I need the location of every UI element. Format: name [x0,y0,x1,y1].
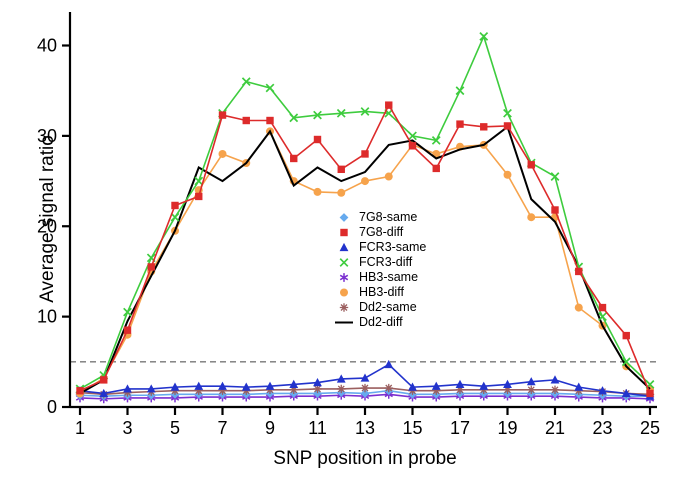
svg-text:9: 9 [265,418,275,438]
legend-label: 7G8-diff [359,225,404,239]
svg-text:3: 3 [122,418,132,438]
legend-item-7G8-same: 7G8-same [334,210,426,224]
svg-text:19: 19 [497,418,517,438]
svg-text:25: 25 [640,418,660,438]
svg-text:23: 23 [592,418,612,438]
series-FCR3-same [75,359,655,400]
legend-item-FCR3-diff: FCR3-diff [334,255,426,269]
legend-marker-icon [335,321,353,323]
legend-item-HB3-diff: HB3-diff [334,285,426,299]
legend-label: FCR3-diff [359,255,413,269]
series-Dd2-diff [79,125,651,395]
legend: 7G8-same 7G8-diff FCR3-same FCR3-diff HB3-sa… [334,210,426,329]
legend-label: FCR3-same [359,240,427,254]
series-7G8-diff [76,101,654,398]
legend-marker-icon [339,242,349,251]
legend-label: HB3-same [359,270,419,284]
legend-item-FCR3-same: FCR3-same [334,240,426,254]
svg-text:0: 0 [47,397,57,417]
x-axis-label: SNP position in probe [273,448,457,469]
svg-text:1: 1 [75,418,85,438]
svg-text:17: 17 [450,418,470,438]
svg-text:13: 13 [355,418,375,438]
svg-text:5: 5 [170,418,180,438]
svg-text:40: 40 [37,36,57,56]
legend-marker-icon [340,228,348,236]
legend-item-Dd2-diff: Dd2-diff [334,315,426,329]
legend-item-Dd2-same: Dd2-same [334,300,426,314]
legend-label: Dd2-diff [359,315,403,329]
y-axis-label: Average signal ratio [37,135,58,303]
legend-item-HB3-same: HB3-same [334,270,426,284]
legend-marker-icon [339,212,349,222]
legend-marker-icon [340,288,348,296]
svg-text:21: 21 [545,418,565,438]
svg-text:10: 10 [37,307,57,327]
legend-marker-icon [339,272,349,282]
legend-label: HB3-diff [359,285,404,299]
svg-text:20: 20 [37,216,57,236]
svg-text:11: 11 [308,418,327,438]
svg-text:30: 30 [37,126,57,146]
legend-label: Dd2-same [359,300,417,314]
legend-item-7G8-diff: 7G8-diff [334,225,426,239]
svg-text:7: 7 [217,418,227,438]
legend-marker-icon [339,302,349,312]
svg-text:15: 15 [402,418,422,438]
legend-label: 7G8-same [359,210,418,224]
legend-marker-icon [339,257,349,267]
